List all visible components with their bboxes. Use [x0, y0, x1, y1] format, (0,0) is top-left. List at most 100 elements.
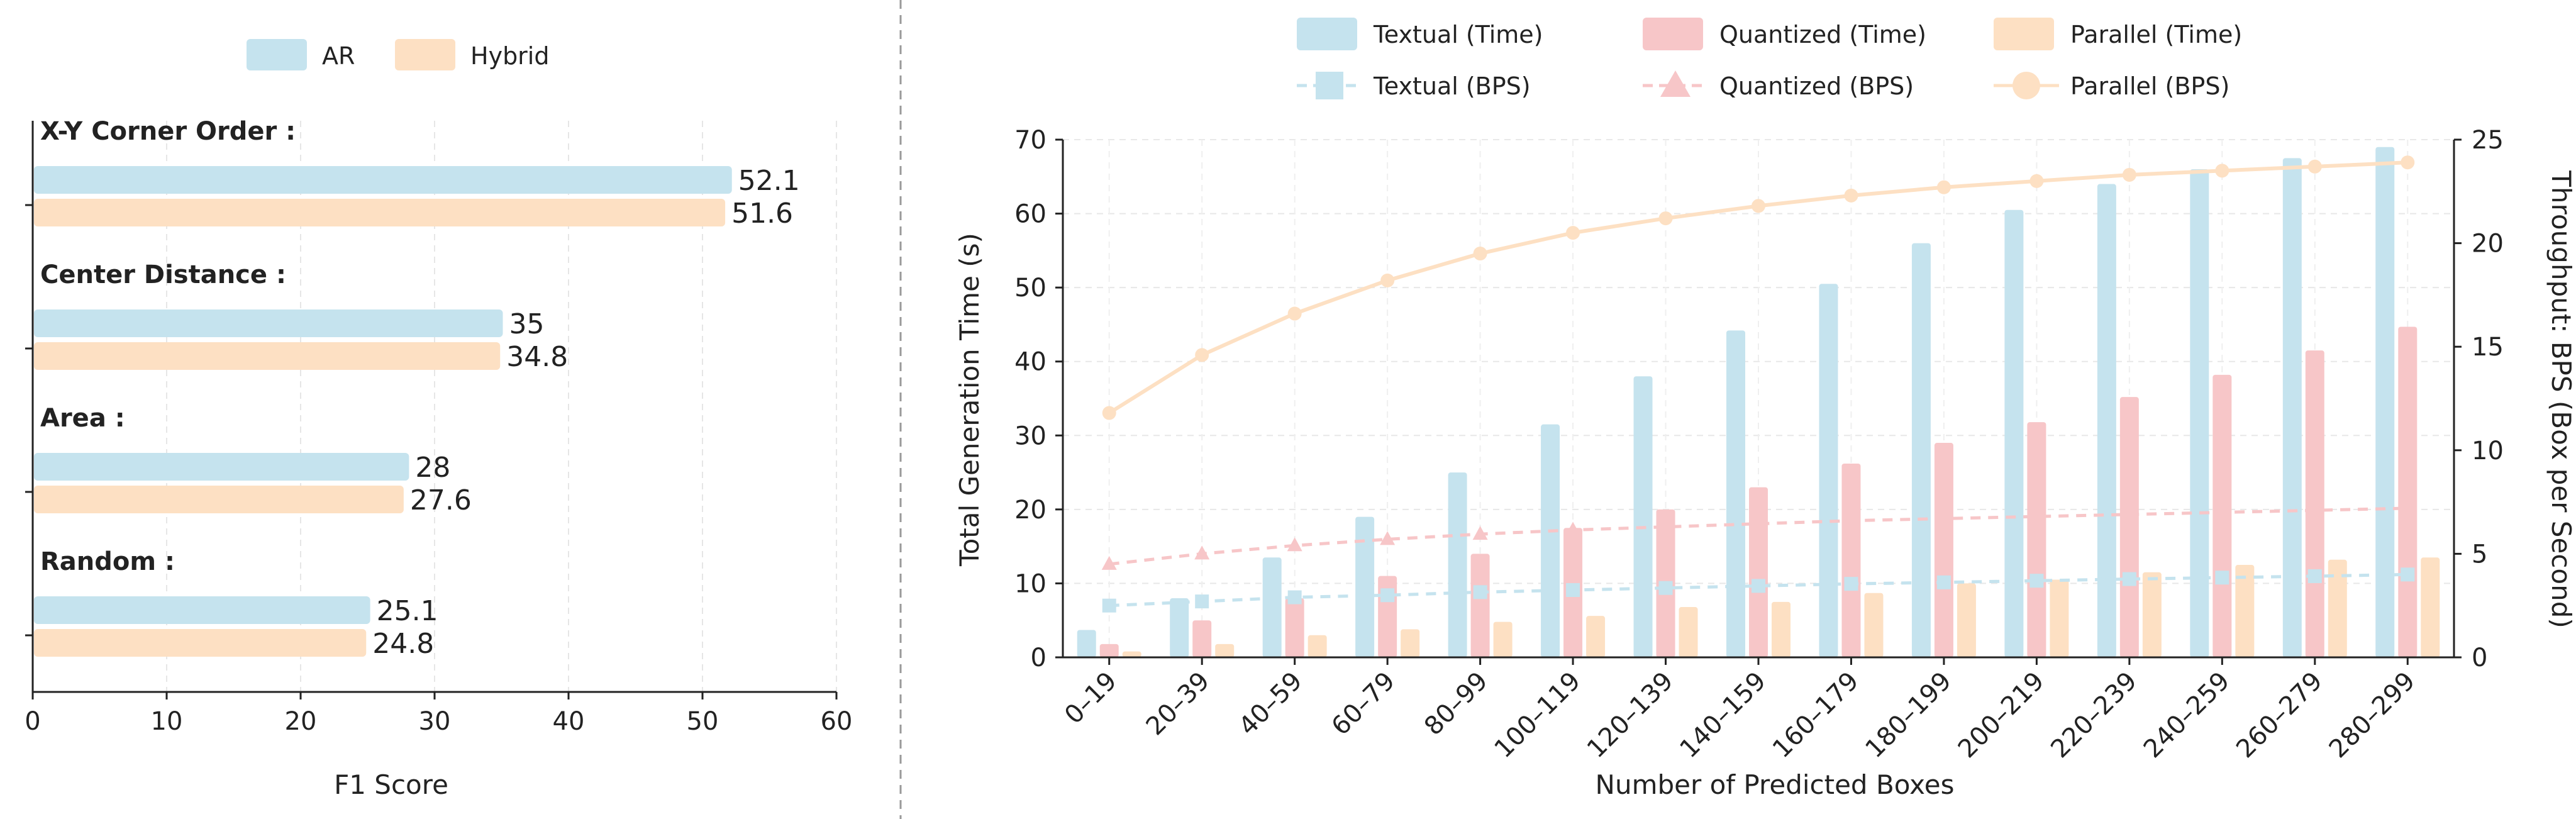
right-bar-textual-time — [2097, 184, 2116, 657]
right-bar-textual-time — [2190, 169, 2209, 657]
right-marker-textual-bps — [1473, 585, 1487, 599]
right-bar-textual-time — [1262, 557, 1282, 657]
right-marker-textual-bps — [2122, 572, 2136, 586]
right-bar-parallel-time — [1215, 644, 1235, 657]
right-x-tick-label: 260–279 — [2231, 667, 2328, 764]
right-marker-textual-bps — [2029, 574, 2044, 588]
right-bar-textual-time — [1633, 376, 1653, 657]
left-legend: AR Hybrid — [247, 39, 550, 70]
right-line-quantized-bps — [1109, 506, 2408, 566]
right-bar-quantized-time — [1192, 620, 1212, 657]
right-bar-parallel-time — [1307, 635, 1327, 657]
legend-label-quantized-bps: Quantized (BPS) — [1719, 72, 1914, 100]
legend-swatch-textual-time — [1297, 18, 1357, 50]
right-marker-textual-bps — [1844, 577, 1858, 591]
right-marker-quantized-bps — [1380, 531, 1396, 545]
right-bar-quantized-time — [1841, 463, 1861, 657]
right-marker-parallel-bps — [1102, 406, 1116, 420]
left-category-label: Random : — [40, 547, 175, 576]
right-marker-textual-bps — [1752, 579, 1765, 593]
legend-swatch-hybrid — [395, 39, 455, 70]
right-marker-quantized-bps — [1751, 515, 1766, 530]
left-x-tick-label: 30 — [419, 707, 451, 736]
right-bar-textual-time — [2282, 158, 2302, 658]
legend-swatch-ar — [247, 39, 307, 70]
left-bar-ar — [34, 309, 503, 337]
right-marker-textual-bps — [1566, 583, 1580, 598]
right-line-textual-bps — [1109, 572, 2408, 608]
right-marker-parallel-bps — [1195, 348, 1209, 362]
right-y-tick-label: 60 — [1014, 200, 1046, 229]
right-marker-quantized-bps — [2214, 504, 2230, 518]
right-marker-parallel-bps — [1752, 199, 1765, 213]
right-bar-parallel-time — [1122, 651, 1141, 657]
right-y-tick-label: 10 — [1014, 569, 1046, 598]
legend-label-textual-bps: Textual (BPS) — [1373, 72, 1531, 100]
left-category-label: Area : — [40, 404, 125, 433]
right-marker-parallel-bps — [1936, 180, 1951, 194]
right-x-axis-title: Number of Predicted Boxes — [1596, 769, 1955, 800]
right-marker-textual-bps — [1658, 581, 1673, 595]
right-bar-textual-time — [1355, 516, 1375, 657]
left-bar-value-label: 25.1 — [377, 595, 438, 627]
right-bar-textual-time — [1541, 424, 1560, 657]
right-bar-textual-time — [1911, 243, 1931, 658]
right-marker-textual-bps — [2401, 567, 2415, 582]
right-bar-parallel-time — [2142, 572, 2162, 657]
left-bar-value-label: 51.6 — [731, 198, 793, 230]
left-category-label: Center Distance : — [40, 260, 286, 289]
right-y-tick-label: 40 — [1014, 348, 1046, 377]
right-bar-quantized-time — [2027, 422, 2046, 657]
right-marker-quantized-bps — [2307, 502, 2323, 516]
right-y-axis-title: Total Generation Time (s) — [954, 233, 985, 567]
left-x-tick-label: 60 — [821, 707, 853, 736]
right-bar-textual-time — [1448, 472, 1467, 657]
right-bar-textual-time — [1726, 330, 1745, 657]
right-y-tick-label: 50 — [1014, 274, 1046, 303]
right-marker-quantized-bps — [2121, 506, 2137, 520]
left-bar-value-label: 28 — [415, 452, 450, 484]
right-x-tick-label: 240–259 — [2138, 667, 2236, 764]
left-x-tick-label: 20 — [285, 707, 317, 736]
legend-marker-textual-bps — [1316, 72, 1343, 99]
right-bar-parallel-time — [2421, 557, 2440, 657]
left-bar-hybrid — [34, 486, 404, 513]
legend-swatch-parallel-time — [1994, 18, 2054, 50]
right-bar-textual-time — [1077, 630, 1096, 657]
left-bar-value-label: 35 — [509, 308, 545, 340]
left-bar-ar — [34, 596, 370, 624]
right-y-tick-label: 0 — [1031, 644, 1046, 672]
legend-marker-parallel-bps — [2012, 72, 2040, 99]
legend-swatch-quantized-time — [1643, 18, 1703, 50]
right-marker-parallel-bps — [2122, 167, 2136, 182]
right-x-tick-label: 140–159 — [1674, 667, 1772, 764]
right-x-tick-label: 280–299 — [2324, 667, 2421, 764]
right-bar-parallel-time — [1679, 607, 1698, 657]
right-y2-tick-label: 10 — [2472, 437, 2504, 465]
right-marker-parallel-bps — [1380, 273, 1395, 287]
legend-label-parallel-time: Parallel (Time) — [2070, 21, 2242, 48]
right-bar-parallel-time — [2235, 565, 2255, 657]
right-y-tick-label: 30 — [1014, 421, 1046, 450]
legend-label-textual-time: Textual (Time) — [1373, 21, 1543, 48]
right-x-tick-label: 120–139 — [1582, 667, 1679, 764]
left-bar-value-label: 34.8 — [506, 341, 568, 373]
left-x-tick-label: 0 — [25, 707, 40, 736]
right-x-tick-label: 200–219 — [1953, 667, 2050, 764]
legend-marker-quantized-bps — [1660, 70, 1690, 97]
left-bar-value-label: 27.6 — [410, 484, 472, 516]
right-marker-parallel-bps — [1658, 211, 1673, 226]
right-marker-parallel-bps — [2029, 174, 2044, 188]
left-bar-value-label: 52.1 — [738, 165, 800, 197]
right-marker-textual-bps — [1287, 590, 1302, 604]
left-category-label: X-Y Corner Order : — [40, 117, 296, 146]
right-y2-tick-label: 25 — [2472, 126, 2504, 155]
right-y2-tick-label: 0 — [2472, 644, 2487, 672]
right-bar-parallel-time — [2050, 579, 2069, 657]
left-bar-hybrid — [34, 629, 367, 657]
right-legend: Textual (Time) Quantized (Time) Parallel (… — [1297, 18, 2242, 100]
right-marker-textual-bps — [2307, 569, 2322, 583]
right-marker-textual-bps — [1380, 588, 1395, 603]
left-x-tick-label: 50 — [687, 707, 719, 736]
right-bar-quantized-time — [1934, 443, 1953, 657]
